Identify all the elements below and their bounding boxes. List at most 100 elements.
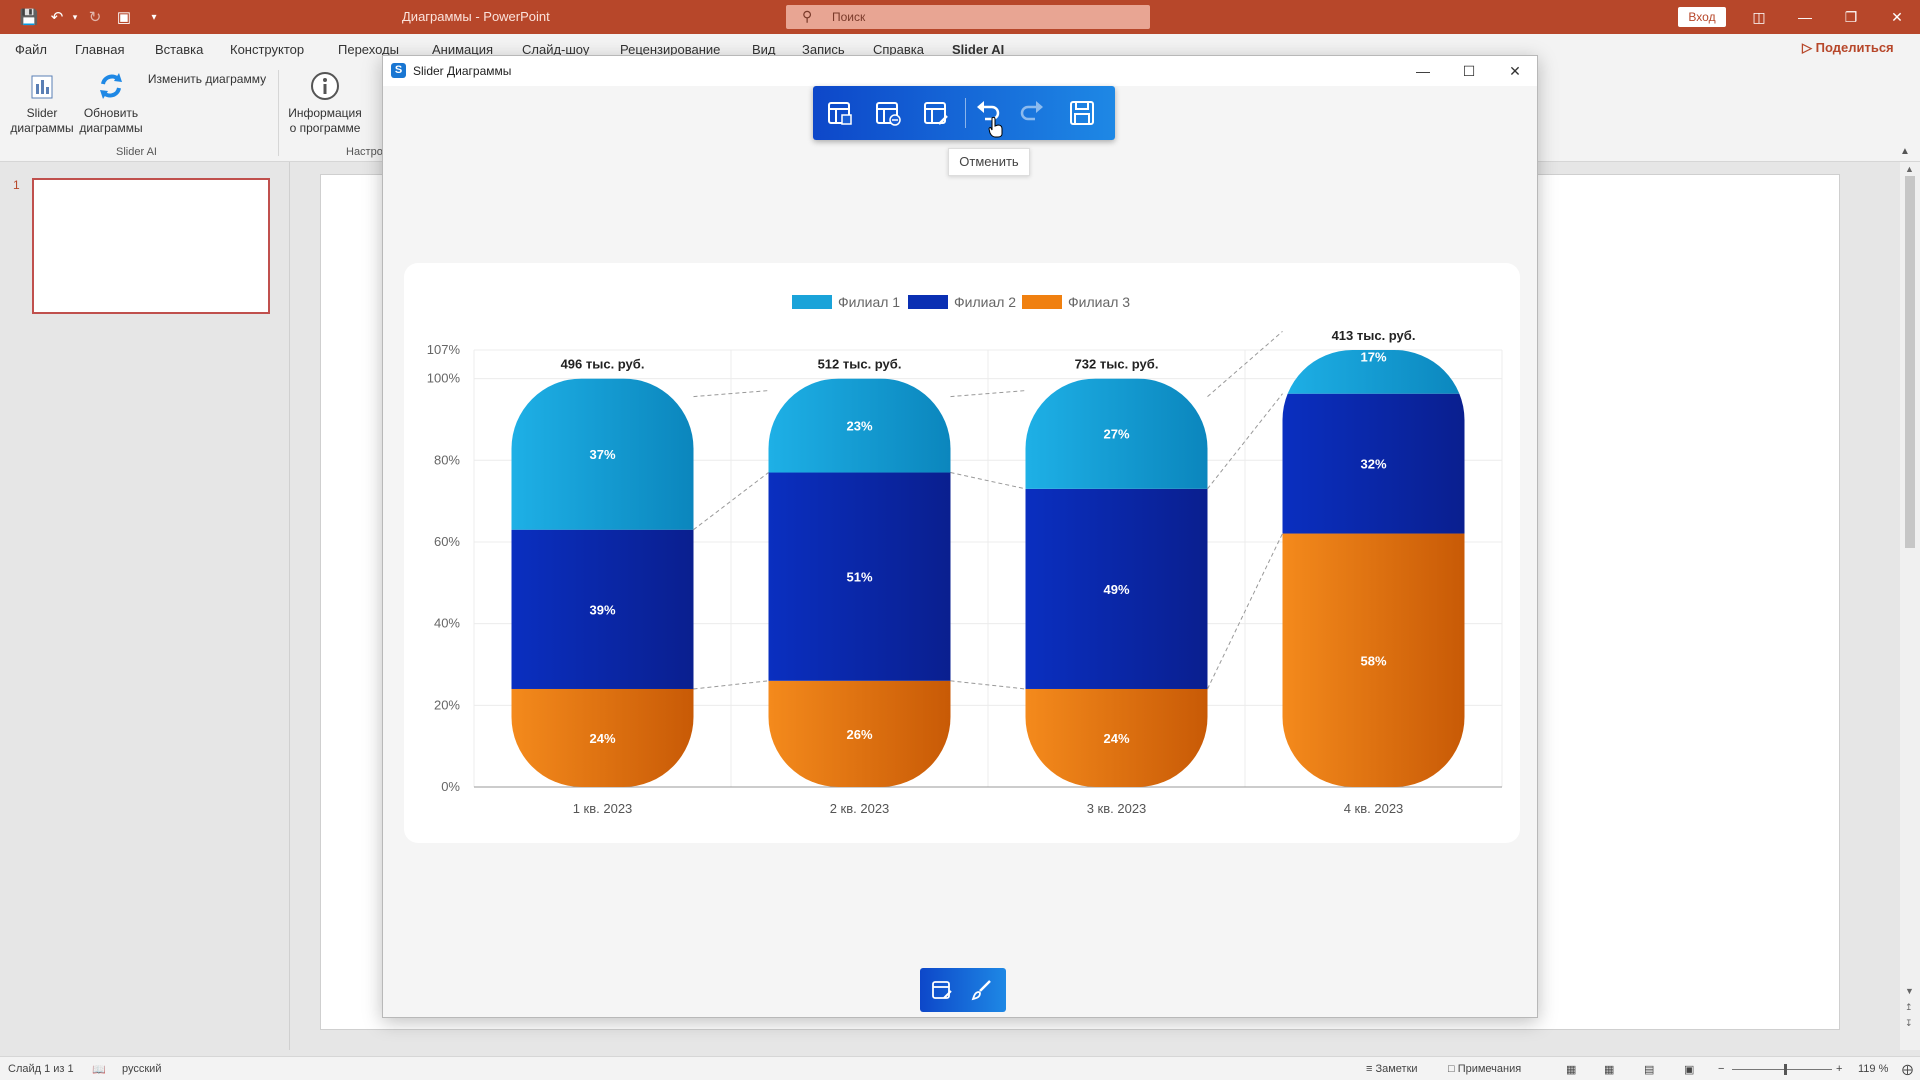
scrollbar-thumb[interactable] [1905, 176, 1915, 548]
next-slide-icon[interactable]: ↧ [1905, 1018, 1913, 1028]
y-tick-label: 60% [434, 534, 460, 549]
tab-transitions[interactable]: Переходы [338, 42, 399, 57]
bar-segment[interactable] [1282, 533, 1465, 787]
bar-segment[interactable] [1282, 393, 1465, 534]
slideshow-view-icon[interactable]: ▣ [1684, 1064, 1695, 1076]
zoom-in-icon[interactable]: + [1836, 1063, 1843, 1075]
dialog-close-icon[interactable]: ✕ [1509, 62, 1521, 79]
connector-line [950, 390, 1026, 398]
slider-charts-button[interactable]: Slider диаграммы [8, 70, 76, 136]
notes-button[interactable]: ≡ Заметки [1366, 1063, 1418, 1075]
language[interactable]: русский [122, 1063, 162, 1075]
comments-button[interactable]: □ Примечания [1448, 1063, 1521, 1075]
bottom-toolbar [920, 968, 1006, 1012]
slide-sorter-icon[interactable]: ▦ [1604, 1064, 1615, 1076]
ribbon-collapse-icon[interactable]: ▲ [1900, 146, 1910, 157]
dialog-maximize-icon[interactable]: ☐ [1462, 62, 1476, 79]
restore-icon[interactable]: ❐ [1844, 8, 1858, 25]
bar-segment[interactable] [768, 472, 951, 681]
undo-icon[interactable]: ↶ [50, 9, 64, 26]
tab-record[interactable]: Запись [802, 42, 845, 57]
bar-segment[interactable] [1025, 688, 1208, 787]
tab-slider-ai[interactable]: Slider AI [952, 42, 1005, 57]
bar-segment[interactable] [1025, 378, 1208, 489]
bar-segment[interactable] [768, 680, 951, 787]
save-icon[interactable]: 💾 [19, 9, 39, 26]
edit-chart-button[interactable]: Изменить диаграмму [146, 72, 268, 87]
slide-thumbnail[interactable] [32, 178, 270, 314]
scroll-down-icon[interactable]: ▼ [1905, 986, 1914, 996]
layout-edit-icon[interactable] [921, 98, 951, 128]
comments-label: Примечания [1457, 1063, 1522, 1075]
tab-view[interactable]: Вид [752, 42, 776, 57]
x-tick-label: 1 кв. 2023 [573, 801, 633, 816]
scroll-up-icon[interactable]: ▲ [1905, 164, 1914, 174]
close-icon[interactable]: ✕ [1891, 8, 1903, 25]
stacked-bar-chart[interactable]: 0% 20% 40% 60% 80% 100% 107% Филиал 1 Филиал 2 Фи… [404, 263, 1520, 843]
comments-icon: □ [1448, 1063, 1458, 1075]
share-button[interactable]: ▷ Поделиться [1802, 40, 1894, 60]
ribbon-display-options-icon[interactable]: ◫ [1752, 8, 1766, 25]
dialog-title: Slider Диаграммы [413, 64, 512, 78]
layout-remove-icon[interactable] [873, 98, 903, 128]
search-icon: ⚲ [802, 8, 813, 24]
present-icon[interactable]: ▣ [116, 9, 132, 26]
data-label: 23% [846, 419, 872, 434]
toolbar-separator [965, 98, 966, 128]
data-label: 49% [1103, 582, 1129, 597]
bar-segment[interactable] [1025, 488, 1208, 689]
connector-line [693, 472, 769, 531]
zoom-slider-handle[interactable] [1784, 1064, 1787, 1075]
login-button[interactable]: Вход [1678, 7, 1726, 27]
connector-line [1207, 331, 1283, 397]
x-tick-label: 2 кв. 2023 [830, 801, 890, 816]
undo-dropdown-icon[interactable]: ▾ [72, 11, 78, 22]
tab-slideshow[interactable]: Слайд-шоу [522, 42, 590, 57]
update-charts-button[interactable]: Обновить диаграммы [76, 70, 146, 136]
about-button[interactable]: Информация о программе [284, 70, 366, 136]
zoom-level[interactable]: 119 % [1858, 1063, 1889, 1075]
vertical-scrollbar[interactable]: ▲ ▼ ↥ ↧ [1900, 162, 1920, 1050]
redo-icon[interactable]: ↻ [88, 9, 102, 26]
search-input[interactable]: ⚲ Поиск [786, 5, 1150, 29]
y-tick-label: 100% [427, 371, 461, 386]
style-brush-icon[interactable] [970, 978, 994, 1002]
window-title: Диаграммы - PowerPoint [402, 9, 550, 24]
tab-insert[interactable]: Вставка [155, 42, 204, 57]
connector-line [950, 680, 1026, 690]
share-icon: ▷ [1802, 40, 1816, 55]
save-chart-icon[interactable] [1067, 98, 1097, 128]
data-label: 24% [589, 731, 615, 746]
layout-template-icon[interactable] [825, 98, 855, 128]
group-label-slider-ai: Slider AI [116, 146, 157, 158]
normal-view-icon[interactable]: ▦ [1566, 1064, 1577, 1076]
data-label: 24% [1103, 731, 1129, 746]
tab-design[interactable]: Конструктор [230, 42, 305, 57]
dialog-title-bar: S Slider Диаграммы — ☐ ✕ [383, 56, 1537, 86]
connector-line [950, 472, 1026, 490]
bar-segment[interactable] [511, 529, 694, 689]
bar-segment[interactable] [511, 378, 694, 530]
tab-animations[interactable]: Анимация [432, 42, 494, 57]
fit-slide-icon[interactable]: ⨁ [1902, 1064, 1913, 1076]
dialog-minimize-icon[interactable]: — [1416, 63, 1430, 79]
tab-review[interactable]: Рецензирование [620, 42, 721, 57]
prev-slide-icon[interactable]: ↥ [1905, 1002, 1913, 1012]
edit-data-icon[interactable] [930, 978, 954, 1002]
x-tick-label: 3 кв. 2023 [1087, 801, 1147, 816]
redo-button[interactable] [1017, 98, 1047, 128]
tab-home[interactable]: Главная [75, 42, 125, 57]
bar-segment[interactable] [511, 688, 694, 787]
total-label: 512 тыс. руб. [818, 357, 902, 372]
customize-toolbar-icon[interactable]: ▾ [151, 11, 157, 23]
minimize-icon[interactable]: — [1798, 9, 1812, 25]
tab-file[interactable]: Файл [15, 42, 47, 57]
connector-line [693, 680, 769, 690]
bar-segment[interactable] [768, 378, 951, 473]
total-label: 496 тыс. руб. [561, 357, 645, 372]
spellcheck-icon[interactable]: 📖 [92, 1064, 106, 1076]
tab-help[interactable]: Справка [873, 42, 924, 57]
reading-view-icon[interactable]: ▤ [1644, 1064, 1655, 1076]
zoom-out-icon[interactable]: − [1718, 1063, 1725, 1075]
zoom-slider[interactable] [1732, 1064, 1832, 1075]
